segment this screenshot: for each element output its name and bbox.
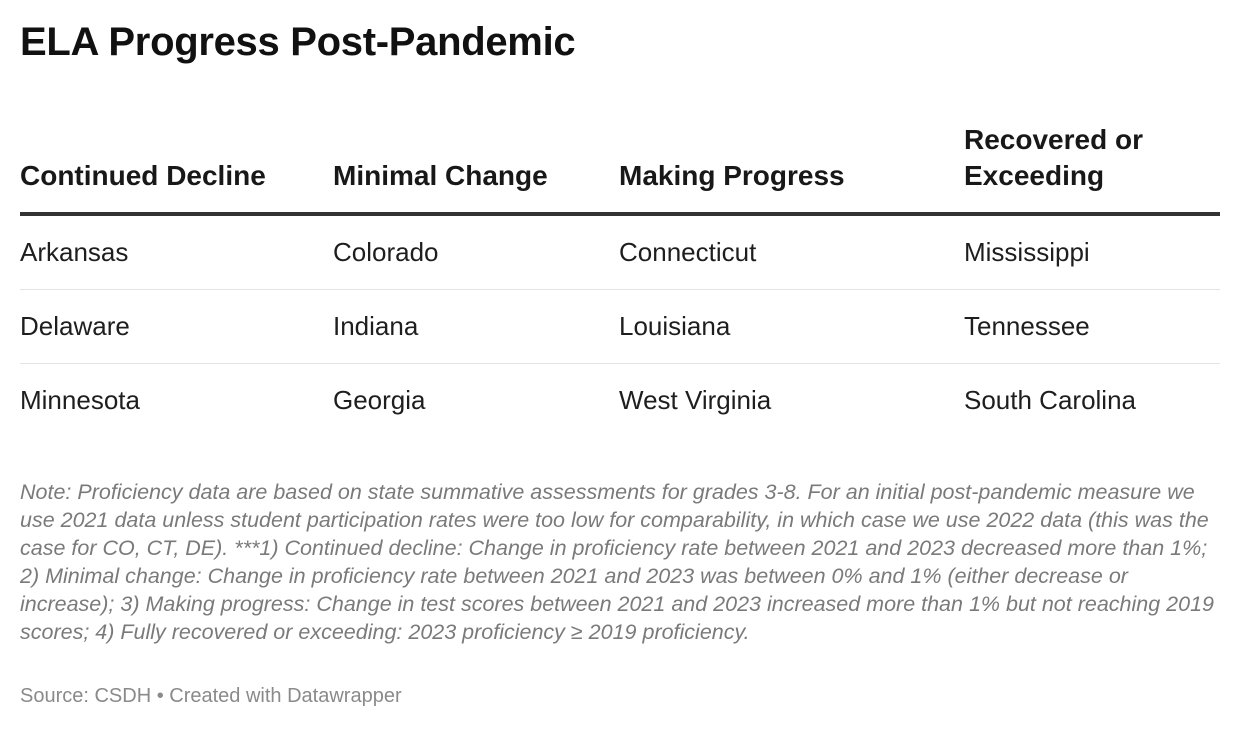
column-header-minimal-change[interactable]: Minimal Change	[333, 160, 548, 191]
table-row: Minnesota Georgia West Virginia South Ca…	[20, 364, 1220, 437]
table-cell: Connecticut	[619, 237, 757, 267]
table-cell: Mississippi	[964, 237, 1090, 267]
column-header-continued-decline[interactable]: Continued Decline	[20, 160, 266, 191]
table-cell: Indiana	[333, 311, 419, 341]
table-row: Delaware Indiana Louisiana Tennessee	[20, 290, 1220, 364]
table-cell: Georgia	[333, 385, 426, 415]
column-header-recovered-or-exceeding[interactable]: Recovered or Exceeding	[964, 124, 1143, 191]
table-cell: Arkansas	[20, 237, 129, 267]
chart-title: ELA Progress Post-Pandemic	[20, 20, 576, 64]
table-cell: Colorado	[333, 237, 439, 267]
table-cell: South Carolina	[964, 385, 1136, 415]
data-table: Continued Decline Minimal Change Making …	[20, 124, 1220, 437]
source-credit: Source: CSDH • Created with Datawrapper	[20, 685, 402, 707]
table-cell: Tennessee	[964, 311, 1090, 341]
table-cell: Delaware	[20, 311, 130, 341]
column-header-making-progress[interactable]: Making Progress	[619, 160, 845, 191]
table-cell: Minnesota	[20, 385, 140, 415]
table-cell: West Virginia	[619, 385, 772, 415]
chart-note: Note: Proficiency data are based on stat…	[20, 480, 1214, 644]
table-row: Arkansas Colorado Connecticut Mississipp…	[20, 216, 1220, 290]
table-header: Continued Decline Minimal Change Making …	[20, 124, 1220, 216]
table-cell: Louisiana	[619, 311, 731, 341]
